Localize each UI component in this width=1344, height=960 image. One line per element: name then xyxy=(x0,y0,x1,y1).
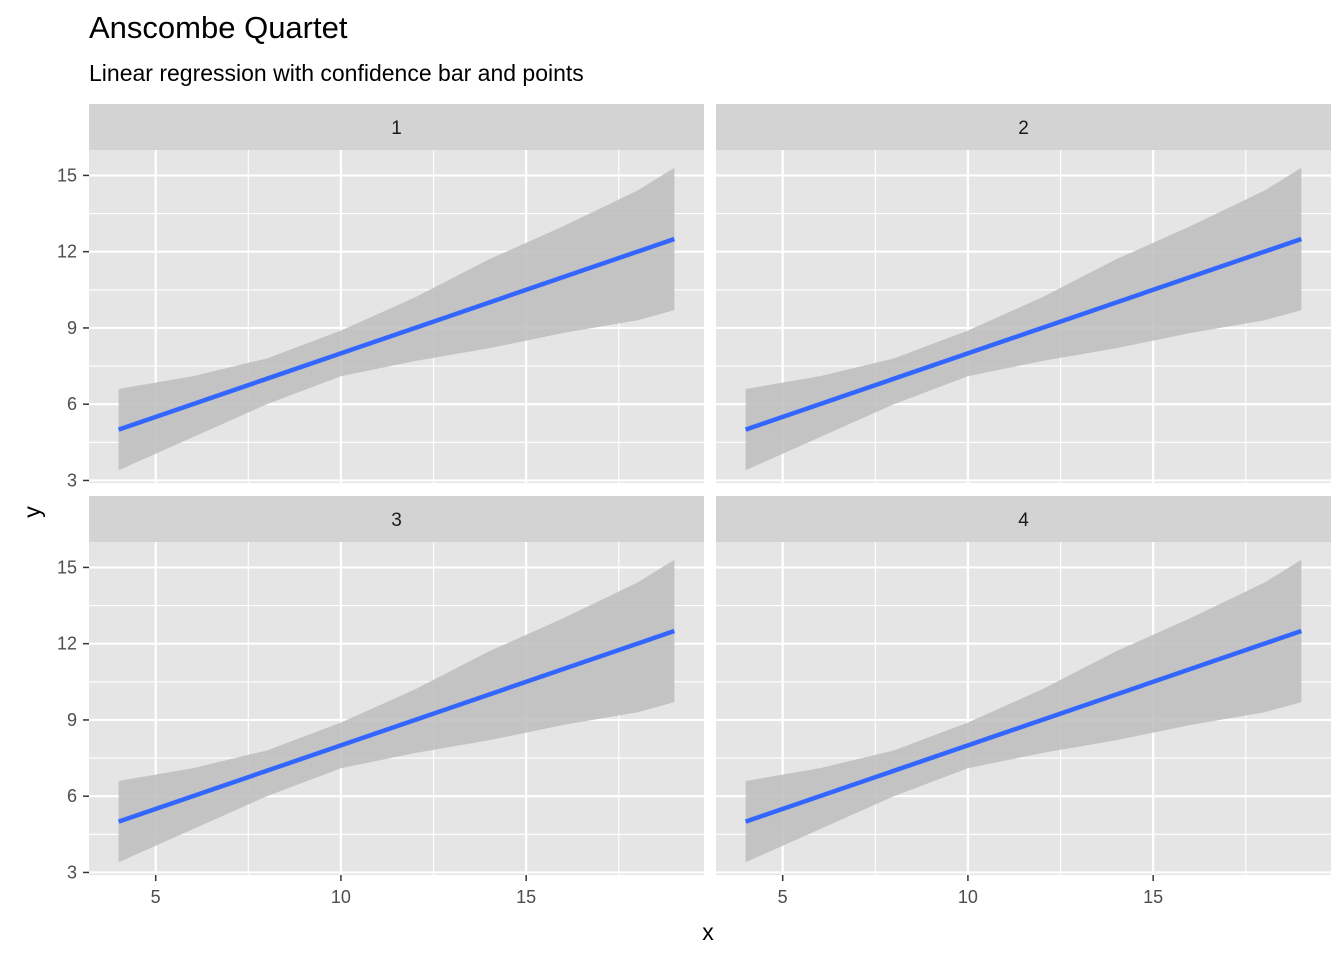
x-tick-label: 10 xyxy=(958,887,978,907)
y-axis-title: y xyxy=(19,506,45,518)
confidence-band xyxy=(118,167,675,471)
x-tick-label: 15 xyxy=(1143,887,1163,907)
regression-line xyxy=(744,628,1303,824)
confidence-band xyxy=(745,167,1302,471)
x-tick-label: 15 xyxy=(516,887,536,907)
y-tick-label: 3 xyxy=(67,862,77,882)
regression-line xyxy=(117,628,676,824)
facet-strip xyxy=(89,496,704,542)
y-tick-label: 15 xyxy=(57,557,77,577)
y-tick-label: 12 xyxy=(57,242,77,262)
facet-strip xyxy=(716,496,1331,542)
y-tick-label: 9 xyxy=(67,318,77,338)
facet-label: 3 xyxy=(391,510,402,531)
y-tick-label: 12 xyxy=(57,634,77,654)
chart-subtitle: Linear regression with confidence bar an… xyxy=(89,60,584,86)
facet-label: 1 xyxy=(391,118,402,139)
x-tick-label: 10 xyxy=(331,887,351,907)
x-tick-label: 5 xyxy=(778,887,788,907)
y-tick-label: 3 xyxy=(67,470,77,490)
y-tick-label: 6 xyxy=(67,786,77,806)
confidence-band xyxy=(745,559,1302,863)
x-axis-title: x xyxy=(702,919,714,945)
y-tick-label: 9 xyxy=(67,710,77,730)
chart-title: Anscombe Quartet xyxy=(89,10,348,45)
facet-strip xyxy=(89,104,704,150)
facet-label: 4 xyxy=(1018,510,1029,531)
x-tick-label: 5 xyxy=(151,887,161,907)
y-tick-label: 15 xyxy=(57,165,77,185)
facet-strip xyxy=(716,104,1331,150)
regression-line xyxy=(744,236,1303,432)
y-tick-label: 6 xyxy=(67,394,77,414)
regression-line xyxy=(117,236,676,432)
confidence-band xyxy=(118,559,675,863)
facet-label: 2 xyxy=(1018,118,1029,139)
